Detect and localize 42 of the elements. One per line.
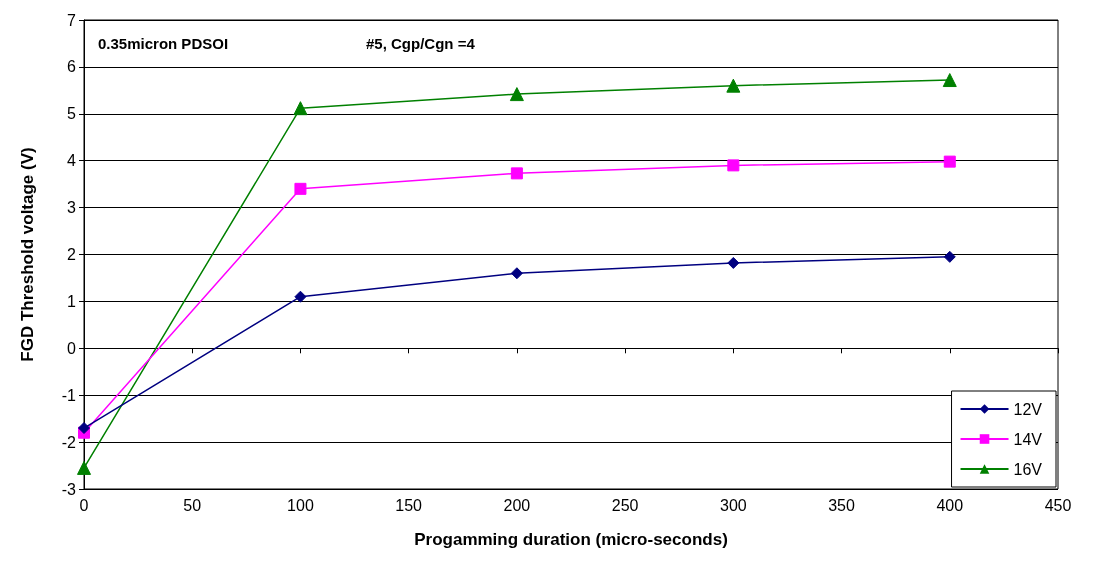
x-tick-label: 150 bbox=[395, 496, 423, 514]
y-tick-label: -2 bbox=[61, 433, 77, 451]
point bbox=[942, 73, 957, 88]
y-tick-label: 7 bbox=[67, 11, 77, 29]
x-tick-label: 250 bbox=[611, 496, 639, 514]
annotation: #5, Cgp/Cgn =4 bbox=[366, 35, 476, 52]
x-tick-label: 350 bbox=[828, 496, 855, 514]
point bbox=[293, 101, 308, 116]
legend-label: 16V bbox=[1013, 460, 1043, 478]
point bbox=[727, 256, 740, 269]
point bbox=[78, 422, 90, 435]
annotation: 0.35micron PDSOI bbox=[98, 35, 229, 52]
x-axis-title: Progamming duration (micro-seconds) bbox=[414, 530, 728, 549]
point bbox=[943, 250, 956, 263]
point bbox=[727, 159, 740, 172]
x-tick-label: 100 bbox=[287, 496, 314, 514]
legend-label: 14V bbox=[1013, 430, 1043, 448]
y-tick-label: -1 bbox=[61, 386, 77, 404]
point bbox=[77, 460, 91, 475]
y-tick-label: 4 bbox=[67, 152, 77, 170]
point bbox=[510, 167, 523, 180]
x-tick-label: 50 bbox=[183, 496, 202, 514]
y-axis-title: FGD Threshold voltage (V) bbox=[18, 147, 37, 362]
point bbox=[294, 290, 307, 303]
y-tick-label: -3 bbox=[61, 480, 77, 498]
y-tick-label: 0 bbox=[67, 339, 77, 357]
point bbox=[509, 87, 524, 102]
x-tick-label: 0 bbox=[79, 496, 89, 514]
point bbox=[726, 78, 741, 93]
y-tick-label: 5 bbox=[67, 105, 77, 123]
x-tick-label: 200 bbox=[503, 496, 531, 514]
point bbox=[294, 182, 307, 195]
x-tick-label: 450 bbox=[1044, 496, 1072, 514]
y-tick-label: 3 bbox=[67, 199, 77, 217]
point bbox=[510, 267, 523, 280]
y-tick-label: 1 bbox=[67, 292, 77, 310]
legend-label: 12V bbox=[1013, 400, 1043, 418]
y-tick-label: 2 bbox=[67, 246, 77, 263]
y-tick-label: 6 bbox=[67, 58, 77, 76]
point bbox=[943, 155, 956, 168]
x-tick-label: 300 bbox=[719, 496, 747, 514]
x-tick-label: 400 bbox=[936, 496, 964, 514]
